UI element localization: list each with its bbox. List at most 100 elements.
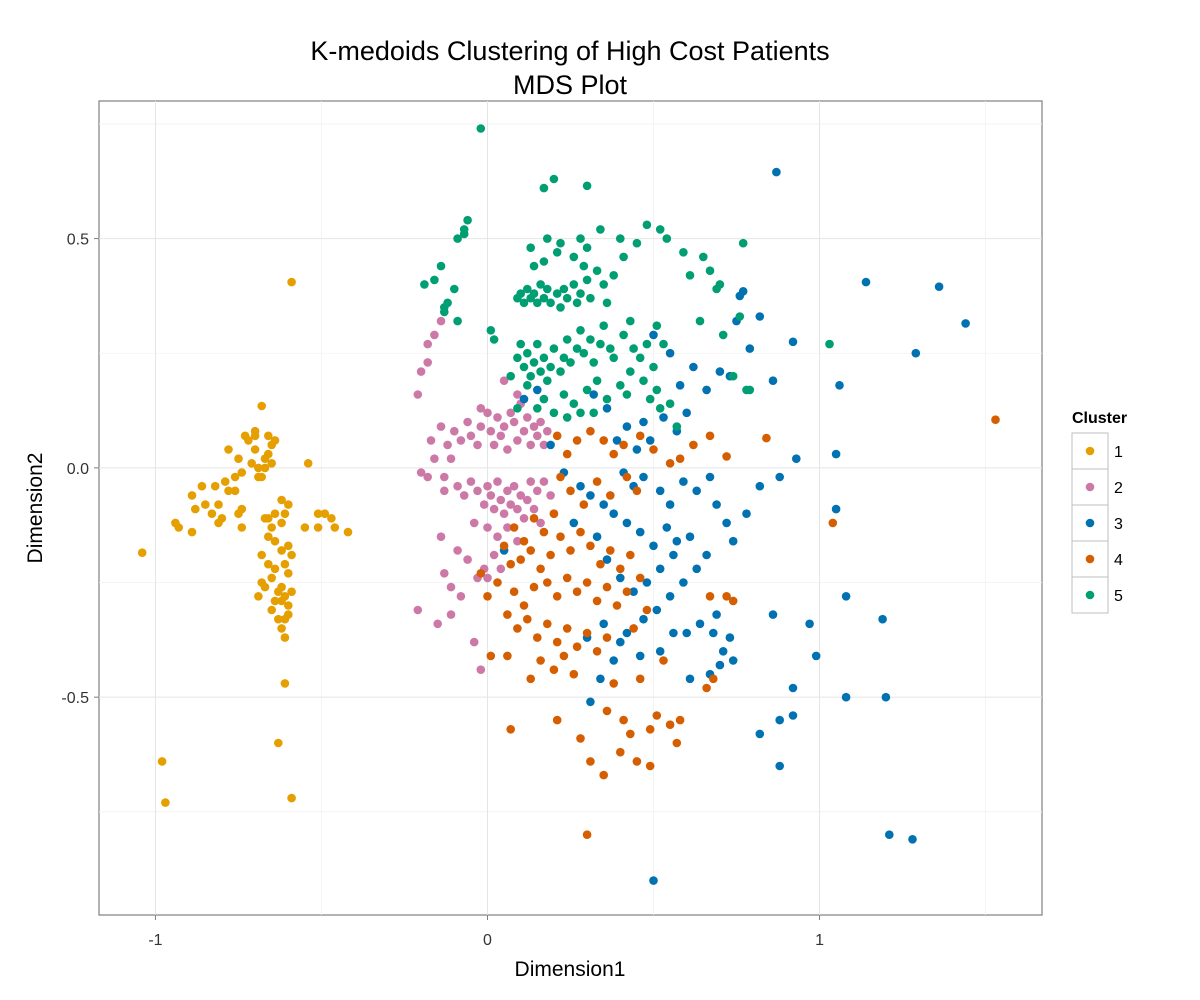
data-point xyxy=(539,477,549,486)
data-point xyxy=(533,385,542,395)
data-point xyxy=(313,509,323,518)
data-point xyxy=(496,431,506,441)
data-point xyxy=(270,436,280,445)
data-point xyxy=(672,738,682,748)
data-point xyxy=(908,835,917,844)
data-point xyxy=(260,454,270,464)
data-point xyxy=(533,339,542,349)
data-point xyxy=(191,504,200,514)
data-point xyxy=(287,587,296,596)
data-point xyxy=(961,319,970,328)
data-point xyxy=(519,514,529,523)
data-point xyxy=(413,605,423,615)
data-point xyxy=(669,628,678,638)
data-point xyxy=(566,486,575,496)
data-point xyxy=(576,734,585,743)
data-point xyxy=(559,284,569,294)
data-point xyxy=(549,344,559,353)
data-point xyxy=(632,757,642,766)
legend-item-5: 5 xyxy=(1071,576,1123,614)
data-point xyxy=(745,385,755,395)
legend-swatch xyxy=(1085,518,1095,528)
data-point xyxy=(210,481,220,491)
data-point xyxy=(519,362,529,372)
data-point xyxy=(775,715,784,725)
data-point xyxy=(430,454,439,464)
data-point xyxy=(692,486,701,496)
data-point xyxy=(503,651,512,661)
data-point xyxy=(516,289,525,298)
data-point xyxy=(629,624,638,633)
data-point xyxy=(649,330,658,340)
data-point xyxy=(586,757,595,766)
data-point xyxy=(529,422,539,431)
data-point xyxy=(562,573,572,583)
data-point xyxy=(536,656,545,665)
data-point xyxy=(416,468,426,477)
data-point xyxy=(589,408,598,418)
data-point xyxy=(718,647,728,656)
data-point xyxy=(629,344,638,353)
data-point xyxy=(506,408,515,418)
data-point xyxy=(622,422,632,431)
data-point xyxy=(841,692,851,702)
data-point xyxy=(274,587,283,596)
data-point xyxy=(586,335,595,344)
data-point xyxy=(675,454,685,464)
data-point xyxy=(287,793,296,803)
data-point xyxy=(722,452,731,461)
data-point xyxy=(576,234,585,243)
data-point xyxy=(728,656,738,665)
data-point xyxy=(453,234,462,243)
data-point xyxy=(745,344,755,353)
data-point xyxy=(788,683,798,693)
data-point xyxy=(277,546,286,555)
data-point xyxy=(476,124,486,133)
data-point xyxy=(327,514,336,523)
data-point xyxy=(453,316,462,326)
data-point xyxy=(805,619,814,629)
data-point xyxy=(728,596,738,606)
data-point xyxy=(509,523,519,532)
data-point xyxy=(260,582,270,592)
data-point xyxy=(453,546,462,555)
data-point xyxy=(679,578,688,587)
data-point xyxy=(642,605,652,615)
x-axis-ticks: -1 0 1 xyxy=(148,915,824,949)
data-point xyxy=(635,651,645,661)
data-point xyxy=(622,628,632,638)
data-point xyxy=(526,440,535,450)
data-point xyxy=(546,491,555,500)
data-point xyxy=(562,413,572,422)
data-point xyxy=(622,518,632,528)
data-point xyxy=(526,674,535,684)
legend-item-1: 1 xyxy=(1071,432,1123,470)
data-point xyxy=(433,619,443,629)
legend-swatch xyxy=(1085,446,1095,456)
data-point xyxy=(536,518,545,528)
data-point xyxy=(489,335,499,344)
data-point xyxy=(443,440,452,450)
data-point xyxy=(582,243,592,252)
data-point xyxy=(626,550,635,560)
data-point xyxy=(549,509,559,518)
legend-item-4: 4 xyxy=(1071,540,1123,578)
data-point xyxy=(566,358,575,367)
data-point xyxy=(699,252,708,262)
data-point xyxy=(792,454,801,464)
data-point xyxy=(280,509,290,518)
data-point xyxy=(214,500,223,509)
data-point xyxy=(513,436,522,445)
data-point xyxy=(486,651,496,661)
data-point xyxy=(270,536,280,546)
data-point xyxy=(609,353,618,363)
data-point xyxy=(665,592,675,601)
data-point xyxy=(543,619,552,629)
data-point xyxy=(592,532,602,541)
series-cluster-4 xyxy=(476,415,1000,839)
data-point xyxy=(483,573,492,583)
data-point xyxy=(665,348,675,358)
data-point xyxy=(187,527,197,537)
data-point xyxy=(629,587,638,596)
data-point xyxy=(934,282,944,292)
